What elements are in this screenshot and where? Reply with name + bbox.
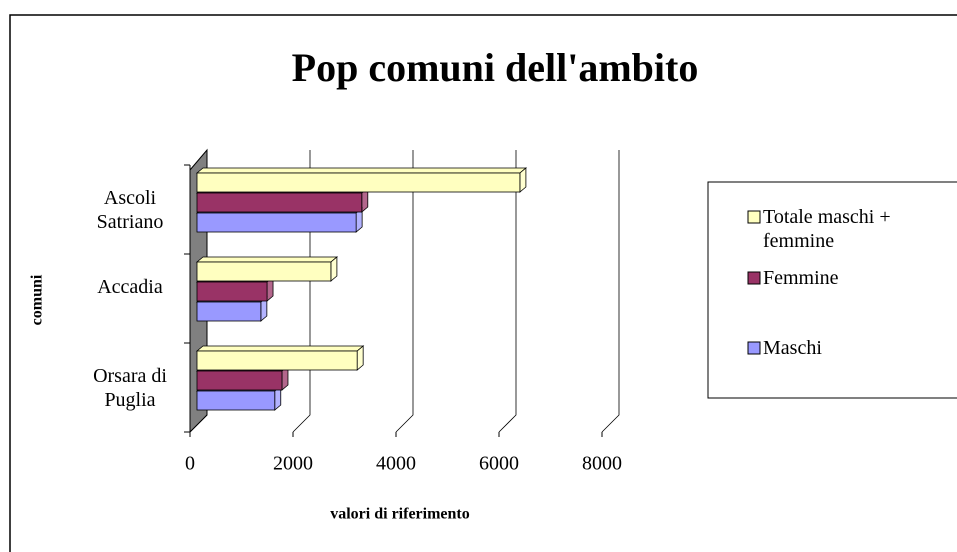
x-tick-label: 6000 [479, 453, 519, 475]
bar-top [195, 256, 339, 263]
legend-swatch [747, 341, 761, 355]
grid-line [498, 150, 517, 433]
bar [196, 370, 283, 391]
grid-line [292, 150, 311, 433]
legend-swatch [747, 271, 761, 285]
x-axis-title: valori di riferimento [330, 506, 470, 523]
x-tick-label: 0 [185, 453, 195, 475]
bar [196, 261, 332, 282]
bar-top [195, 345, 365, 352]
bar-top [195, 167, 528, 174]
y-tick-label: Accadia [97, 275, 163, 298]
bar [196, 192, 363, 213]
legend-label: Femmine [763, 267, 839, 289]
x-tick-label: 2000 [273, 453, 313, 475]
x-tick-label: 4000 [376, 453, 416, 475]
legend-label: Totale maschi + femmine [763, 206, 891, 252]
bar [196, 281, 268, 302]
bar [196, 301, 262, 322]
legend-label: Maschi [763, 337, 822, 359]
grid-line [395, 150, 414, 433]
y-tick-label: Orsara di Puglia [93, 364, 167, 411]
legend-swatch [747, 210, 761, 224]
x-tick-label: 8000 [582, 453, 622, 475]
bar [196, 212, 357, 233]
legend-box [707, 181, 957, 399]
bar [196, 350, 358, 371]
chart-title: Pop comuni dell'ambito [292, 45, 699, 90]
grid-line [601, 150, 620, 433]
y-axis-title: comuni [29, 274, 46, 325]
bar [196, 390, 276, 411]
bar [196, 172, 521, 193]
grid-line [189, 150, 208, 433]
y-tick-label: Ascoli Satriano [96, 186, 164, 233]
